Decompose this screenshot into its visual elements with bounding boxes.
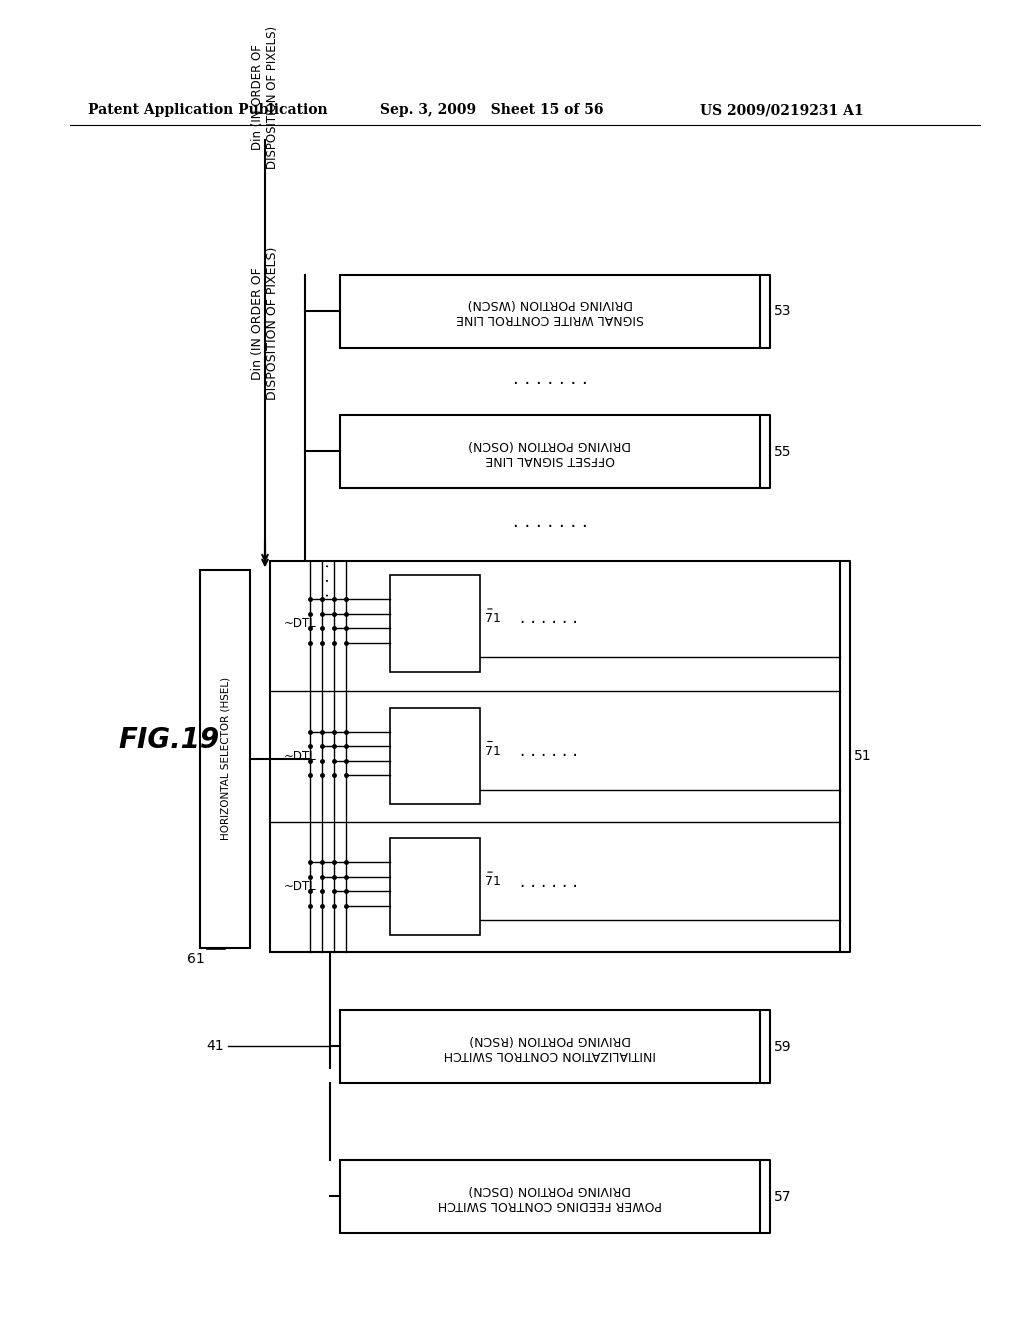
Text: Din (IN ORDER OF
DISPOSITION OF PIXELS): Din (IN ORDER OF DISPOSITION OF PIXELS) <box>251 247 279 400</box>
Text: ~DTL: ~DTL <box>284 880 316 894</box>
Text: 51: 51 <box>854 750 871 763</box>
Text: SIGNAL WRITE CONTROL LINE
DRIVING PORTION (WSCN): SIGNAL WRITE CONTROL LINE DRIVING PORTIO… <box>456 297 644 326</box>
Text: · · · · · ·: · · · · · · <box>520 747 578 766</box>
Text: 61: 61 <box>187 953 205 966</box>
Bar <box>340 1010 760 1082</box>
Text: 59: 59 <box>774 1040 792 1053</box>
Bar <box>340 416 760 488</box>
Text: · · · · · · ·: · · · · · · · <box>513 517 588 536</box>
Bar <box>200 570 250 948</box>
Text: ~DTL: ~DTL <box>284 750 316 763</box>
Bar <box>340 1160 760 1233</box>
Text: FIG.19: FIG.19 <box>118 726 219 754</box>
Text: POWER FEEDING CONTROL SWITCH
DRIVING PORTION (DSCN): POWER FEEDING CONTROL SWITCH DRIVING POR… <box>438 1183 663 1210</box>
Text: 57: 57 <box>774 1189 792 1204</box>
Text: · · · · · ·: · · · · · · <box>520 878 578 895</box>
Text: ·  ·  ·: · · · <box>323 562 338 597</box>
Text: Patent Application Publication: Patent Application Publication <box>88 103 328 117</box>
Text: 71: 71 <box>485 744 501 758</box>
Text: · · · · · · ·: · · · · · · · <box>513 375 588 392</box>
Text: · · · · · ·: · · · · · · <box>520 615 578 632</box>
Bar <box>390 576 480 672</box>
Text: ~DTL: ~DTL <box>284 616 316 630</box>
Text: US 2009/0219231 A1: US 2009/0219231 A1 <box>700 103 863 117</box>
Text: 55: 55 <box>774 445 792 459</box>
Text: OFFSET SIGNAL LINE
DRIVING PORTION (OSCN): OFFSET SIGNAL LINE DRIVING PORTION (OSCN… <box>469 438 632 466</box>
Text: Sep. 3, 2009   Sheet 15 of 56: Sep. 3, 2009 Sheet 15 of 56 <box>380 103 603 117</box>
Bar <box>390 708 480 804</box>
Text: INITIALIZATION CONTROL SWITCH
DRIVING PORTION (RSCN): INITIALIZATION CONTROL SWITCH DRIVING PO… <box>443 1032 656 1061</box>
Text: HORIZONTAL SELECTOR (HSEL): HORIZONTAL SELECTOR (HSEL) <box>220 677 230 841</box>
Text: 41: 41 <box>207 1039 224 1053</box>
Text: Din (IN ORDER OF
DISPOSITION OF PIXELS): Din (IN ORDER OF DISPOSITION OF PIXELS) <box>251 25 279 169</box>
Text: 53: 53 <box>774 305 792 318</box>
Text: 71: 71 <box>485 612 501 626</box>
Text: 71: 71 <box>485 875 501 888</box>
Bar <box>390 838 480 935</box>
Bar <box>340 275 760 347</box>
Bar <box>270 561 840 953</box>
